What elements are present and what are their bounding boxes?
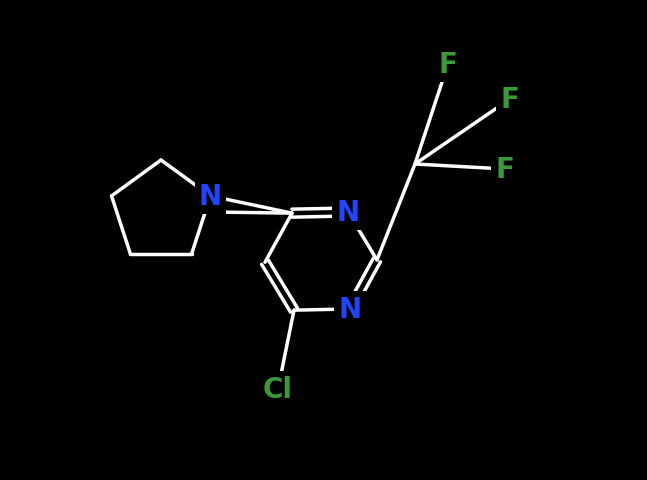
- Text: F: F: [439, 51, 457, 79]
- Text: N: N: [199, 182, 222, 211]
- Text: F: F: [501, 86, 520, 114]
- Text: N: N: [336, 199, 360, 227]
- Text: N: N: [338, 295, 362, 324]
- Text: F: F: [496, 156, 514, 184]
- Text: Cl: Cl: [263, 375, 293, 403]
